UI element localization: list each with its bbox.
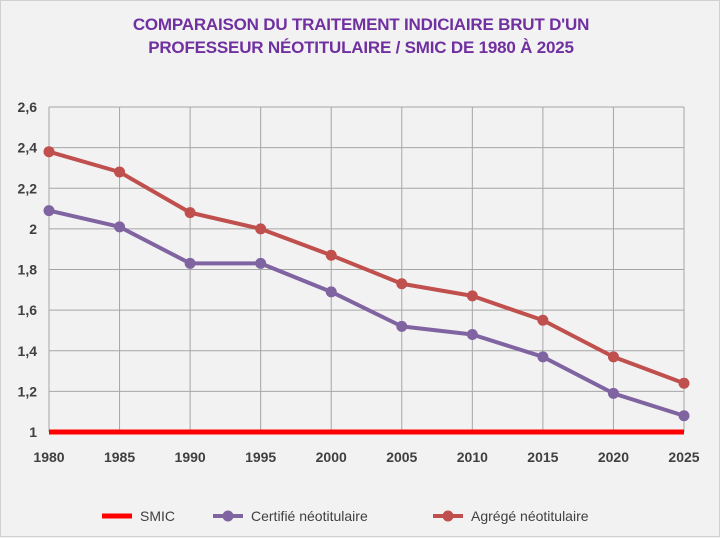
legend-label-3: Agrégé néotitulaire	[471, 508, 589, 524]
x-tick-label: 2015	[527, 449, 558, 465]
data-point	[255, 257, 267, 269]
data-point	[537, 314, 549, 326]
data-point	[114, 221, 126, 233]
legend-marker	[442, 510, 454, 522]
data-point	[325, 249, 337, 261]
legend: SMIC Certifié néotitulaire Agrégé néotitul…	[102, 508, 589, 524]
y-tick-label: 2,2	[18, 180, 38, 196]
data-point	[43, 146, 55, 158]
data-point	[678, 377, 690, 389]
x-tick-label: 2020	[598, 449, 629, 465]
x-tick-label: 2025	[668, 449, 699, 465]
series-line-2	[48, 208, 685, 418]
series-line-3	[48, 149, 685, 386]
y-tick-label: 2,4	[18, 140, 38, 156]
data-point	[43, 205, 55, 217]
legend-label-1: SMIC	[140, 508, 175, 524]
y-tick-label: 2	[29, 221, 37, 237]
legend-marker	[222, 510, 234, 522]
series-group	[43, 146, 690, 435]
data-point	[607, 351, 619, 363]
data-point	[396, 278, 408, 290]
chart-title-line-1: COMPARAISON DU TRAITEMENT INDICIAIRE BRU…	[132, 15, 590, 34]
x-tick-label: 2005	[386, 449, 417, 465]
legend-label-2: Certifié néotitulaire	[251, 508, 368, 524]
data-point	[184, 207, 196, 219]
y-tick-label: 1,8	[18, 262, 38, 278]
chart-title: COMPARAISON DU TRAITEMENT INDICIAIRE BRU…	[1, 13, 720, 59]
x-axis-ticks: 1980 1985 1990 1995 2000 2005 2010 2015 2020 2025	[33, 449, 699, 465]
data-point	[537, 351, 549, 363]
y-tick-label: 1	[29, 424, 37, 440]
data-point	[325, 286, 337, 298]
data-point	[678, 410, 690, 422]
chart-title-line-2: PROFESSEUR NÉOTITULAIRE / SMIC DE 1980 À…	[148, 38, 574, 57]
data-point	[466, 329, 478, 340]
y-tick-label: 1,6	[18, 302, 38, 318]
data-point	[466, 290, 478, 302]
x-tick-label: 1990	[175, 449, 206, 465]
y-tick-label: 1,2	[18, 383, 38, 399]
x-tick-label: 1985	[104, 449, 135, 465]
data-point	[114, 166, 126, 178]
data-point	[255, 223, 267, 235]
x-tick-label: 1995	[245, 449, 276, 465]
x-tick-label: 1980	[33, 449, 64, 465]
y-axis-ticks: 1 1,2 1,4 1,6 1,8 2 2,2 2,4 2,6	[18, 99, 38, 440]
x-tick-label: 2010	[457, 449, 488, 465]
data-point	[184, 257, 196, 269]
y-tick-label: 1,4	[18, 343, 38, 359]
y-tick-label: 2,6	[18, 99, 38, 115]
x-tick-label: 2000	[316, 449, 347, 465]
data-point	[396, 320, 408, 332]
data-point	[607, 387, 619, 399]
grid	[48, 106, 685, 433]
